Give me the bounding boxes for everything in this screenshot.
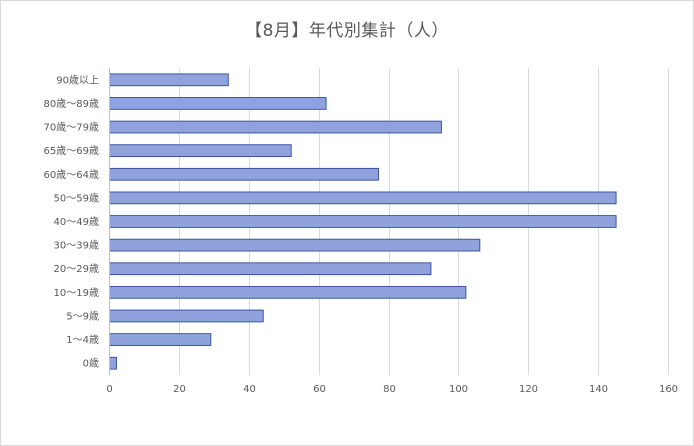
chart-title: 【8月】年代別集計（人）: [245, 21, 449, 41]
bar: [109, 262, 432, 276]
bar: [109, 285, 467, 299]
category-label: 70歳～79歳: [44, 122, 99, 134]
category-label: 80歳～89歳: [44, 98, 99, 110]
bar: [109, 191, 617, 205]
x-tick-label: 160: [659, 384, 678, 395]
category-label: 40～49歳: [54, 216, 99, 228]
x-tick-label: 100: [449, 384, 468, 395]
category-label: 60歳～64歳: [44, 169, 99, 181]
x-tick-label: 20: [173, 384, 186, 395]
bar: [109, 356, 117, 370]
x-tick-label: 40: [243, 384, 256, 395]
bar: [109, 309, 264, 323]
x-tick-label: 60: [313, 384, 326, 395]
category-label: 50～59歳: [54, 192, 99, 204]
category-label: 1～4歳: [66, 334, 99, 346]
x-tick-label: 0: [106, 384, 112, 395]
bar: [109, 144, 292, 158]
bar: [109, 97, 327, 110]
category-label: 0歳: [83, 358, 99, 370]
category-label: 90歳以上: [56, 74, 99, 86]
bar: [109, 333, 212, 346]
category-label: 10～19歳: [54, 287, 99, 299]
x-tick-label: 80: [383, 384, 396, 395]
category-label: 30～39歳: [54, 240, 99, 252]
category-label: 20～29歳: [54, 263, 99, 275]
bar: [109, 238, 481, 252]
bar: [109, 167, 379, 181]
bar: [109, 120, 442, 134]
category-label: 5～9歳: [66, 310, 99, 322]
bar: [109, 215, 617, 228]
x-tick-label: 120: [519, 384, 538, 395]
x-tick-label: 140: [589, 384, 608, 395]
bar: [109, 73, 229, 87]
category-label: 65歳～69歳: [44, 145, 99, 157]
